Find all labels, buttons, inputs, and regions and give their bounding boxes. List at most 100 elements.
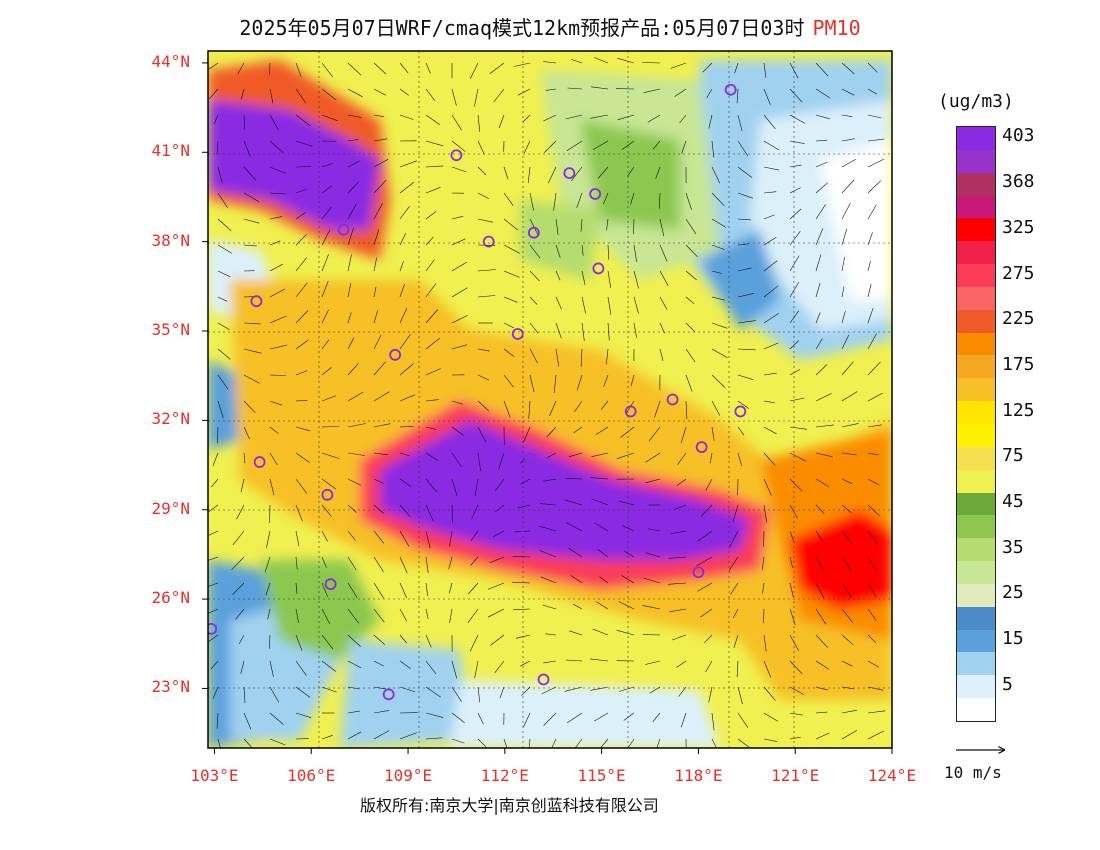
wind-vector [621, 140, 635, 150]
wind-vector [503, 374, 514, 388]
wind-vector [592, 140, 609, 150]
station-marker [563, 167, 576, 180]
wind-vector [590, 658, 609, 662]
lon-label: 118°E [674, 766, 723, 785]
wind-vector [580, 348, 583, 367]
wind-vector [591, 452, 609, 457]
wind-vector [425, 62, 431, 74]
wind-vector [668, 582, 687, 585]
wind-vector [815, 62, 829, 77]
wind-vector [867, 660, 880, 668]
wind-vector [529, 192, 534, 211]
wind-vector [607, 244, 610, 260]
wind-vector [789, 208, 802, 220]
wind-vector [523, 140, 531, 154]
wind-vector [347, 181, 360, 194]
wind-vector [590, 477, 609, 480]
lon-label: 103°E [190, 766, 239, 785]
wind-vector [321, 530, 328, 542]
wind-vector [576, 374, 583, 391]
legend-label: 35 [1002, 536, 1024, 558]
lat-label: 35°N [151, 319, 190, 339]
wind-vector [217, 426, 219, 444]
wind-vector [553, 374, 557, 393]
wind-vector [867, 284, 872, 298]
wind-vector [269, 426, 279, 434]
wind-vector [529, 348, 538, 364]
wind-vector [679, 114, 687, 124]
wind-vector [498, 114, 505, 129]
wind-vector [867, 478, 880, 486]
wind-vector [815, 228, 824, 246]
wind-vector [451, 261, 467, 272]
station-marker [666, 393, 679, 406]
wind-vector [763, 237, 777, 246]
wind-vector [295, 478, 308, 494]
wind-vector [670, 62, 687, 69]
wind-vector [321, 254, 329, 272]
wind-vector [295, 556, 298, 570]
legend-label: 325 [1002, 216, 1035, 238]
wind-vector [425, 368, 441, 376]
wind-vector [815, 312, 821, 324]
station-marker [692, 566, 705, 579]
wind-vector [347, 530, 356, 541]
lon-label: 115°E [577, 766, 626, 785]
wind-vector [841, 660, 853, 667]
legend-label: 403 [1002, 125, 1035, 147]
wind-vector [399, 114, 414, 120]
wind-vector [217, 322, 230, 330]
wind-vector [815, 364, 828, 376]
pollutant-label: PM10 [812, 16, 861, 40]
wind-vector [544, 140, 557, 153]
wind-vector [607, 322, 610, 341]
wind-vector [571, 166, 583, 182]
wind-vector [555, 348, 560, 367]
wind-vector [618, 601, 635, 610]
wind-vector [208, 504, 219, 513]
wind-vector [295, 257, 307, 272]
wind-vector [763, 452, 776, 466]
wind-vector [451, 712, 465, 723]
wind-vector [630, 192, 635, 205]
wind-vector [210, 660, 219, 670]
wind-vector [815, 556, 824, 571]
wind-vector [425, 737, 443, 740]
wind-vector [321, 556, 327, 568]
wind-vector [645, 552, 661, 558]
wind-vector [815, 393, 832, 402]
wind-vector [619, 500, 635, 506]
wind-vector [841, 686, 854, 690]
wind-vector [347, 478, 362, 486]
wind-vector [580, 218, 583, 232]
wind-vector [269, 686, 280, 703]
wind-vector [685, 400, 688, 419]
wind-vector [568, 452, 583, 458]
wind-vector [633, 244, 637, 263]
station-marker [537, 673, 550, 686]
wind-vector [678, 686, 687, 697]
wind-vector [321, 206, 332, 220]
wind-vector [659, 322, 665, 334]
wind-vector [656, 738, 661, 748]
wind-vector [700, 608, 713, 618]
wind-vector [425, 114, 441, 125]
wind-vector [212, 686, 219, 699]
wind-vector [647, 114, 661, 123]
wind-vector [815, 338, 823, 350]
wind-vector [841, 286, 845, 298]
wind-vector [347, 254, 352, 272]
wind-vector [737, 348, 756, 351]
wind-vector [737, 192, 753, 199]
wind-vector [685, 374, 693, 392]
wind-vector [711, 140, 715, 158]
station-marker [589, 188, 602, 200]
legend-swatch [957, 195, 995, 219]
wind-vector [477, 192, 489, 199]
wind-vector [841, 202, 851, 220]
wind-vector [527, 166, 531, 184]
wind-vector [574, 400, 583, 412]
wind-vector [217, 166, 223, 183]
legend-swatch [957, 286, 995, 311]
